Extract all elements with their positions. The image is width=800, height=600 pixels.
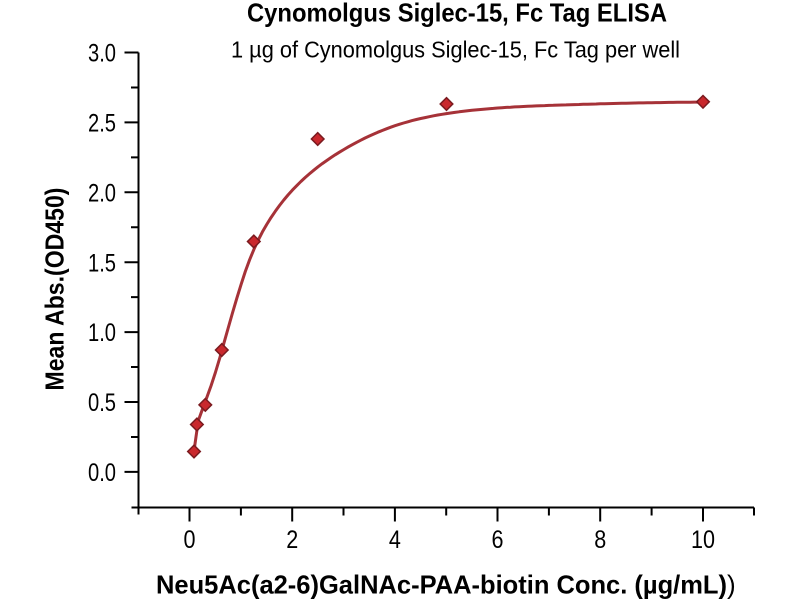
svg-text:3.0: 3.0 bbox=[88, 40, 116, 68]
svg-text:1 µg of Cynomolgus Siglec-15,: 1 µg of Cynomolgus Siglec-15, Fc Tag per… bbox=[231, 37, 680, 63]
svg-text:): ) bbox=[727, 570, 736, 600]
svg-text:2.0: 2.0 bbox=[88, 179, 116, 207]
svg-text:10: 10 bbox=[691, 526, 715, 554]
svg-text:0.0: 0.0 bbox=[88, 459, 116, 487]
svg-text:1.0: 1.0 bbox=[88, 319, 116, 347]
svg-text:2: 2 bbox=[286, 526, 298, 554]
svg-text:8: 8 bbox=[594, 526, 606, 554]
svg-text:0: 0 bbox=[184, 526, 196, 554]
svg-text:0.5: 0.5 bbox=[88, 389, 116, 417]
svg-text:1.5: 1.5 bbox=[88, 249, 116, 277]
svg-text:6: 6 bbox=[492, 526, 504, 554]
svg-text:2.5: 2.5 bbox=[88, 110, 116, 138]
svg-text:Mean Abs.(OD450): Mean Abs.(OD450) bbox=[40, 188, 70, 391]
svg-text:Neu5Ac(a2-6)GalNAc-PAA-biotin: Neu5Ac(a2-6)GalNAc-PAA-biotin Conc. (µg/… bbox=[156, 570, 727, 600]
svg-text:4: 4 bbox=[389, 526, 401, 554]
svg-text:Cynomolgus Siglec-15, Fc Tag E: Cynomolgus Siglec-15, Fc Tag ELISA bbox=[247, 0, 667, 28]
